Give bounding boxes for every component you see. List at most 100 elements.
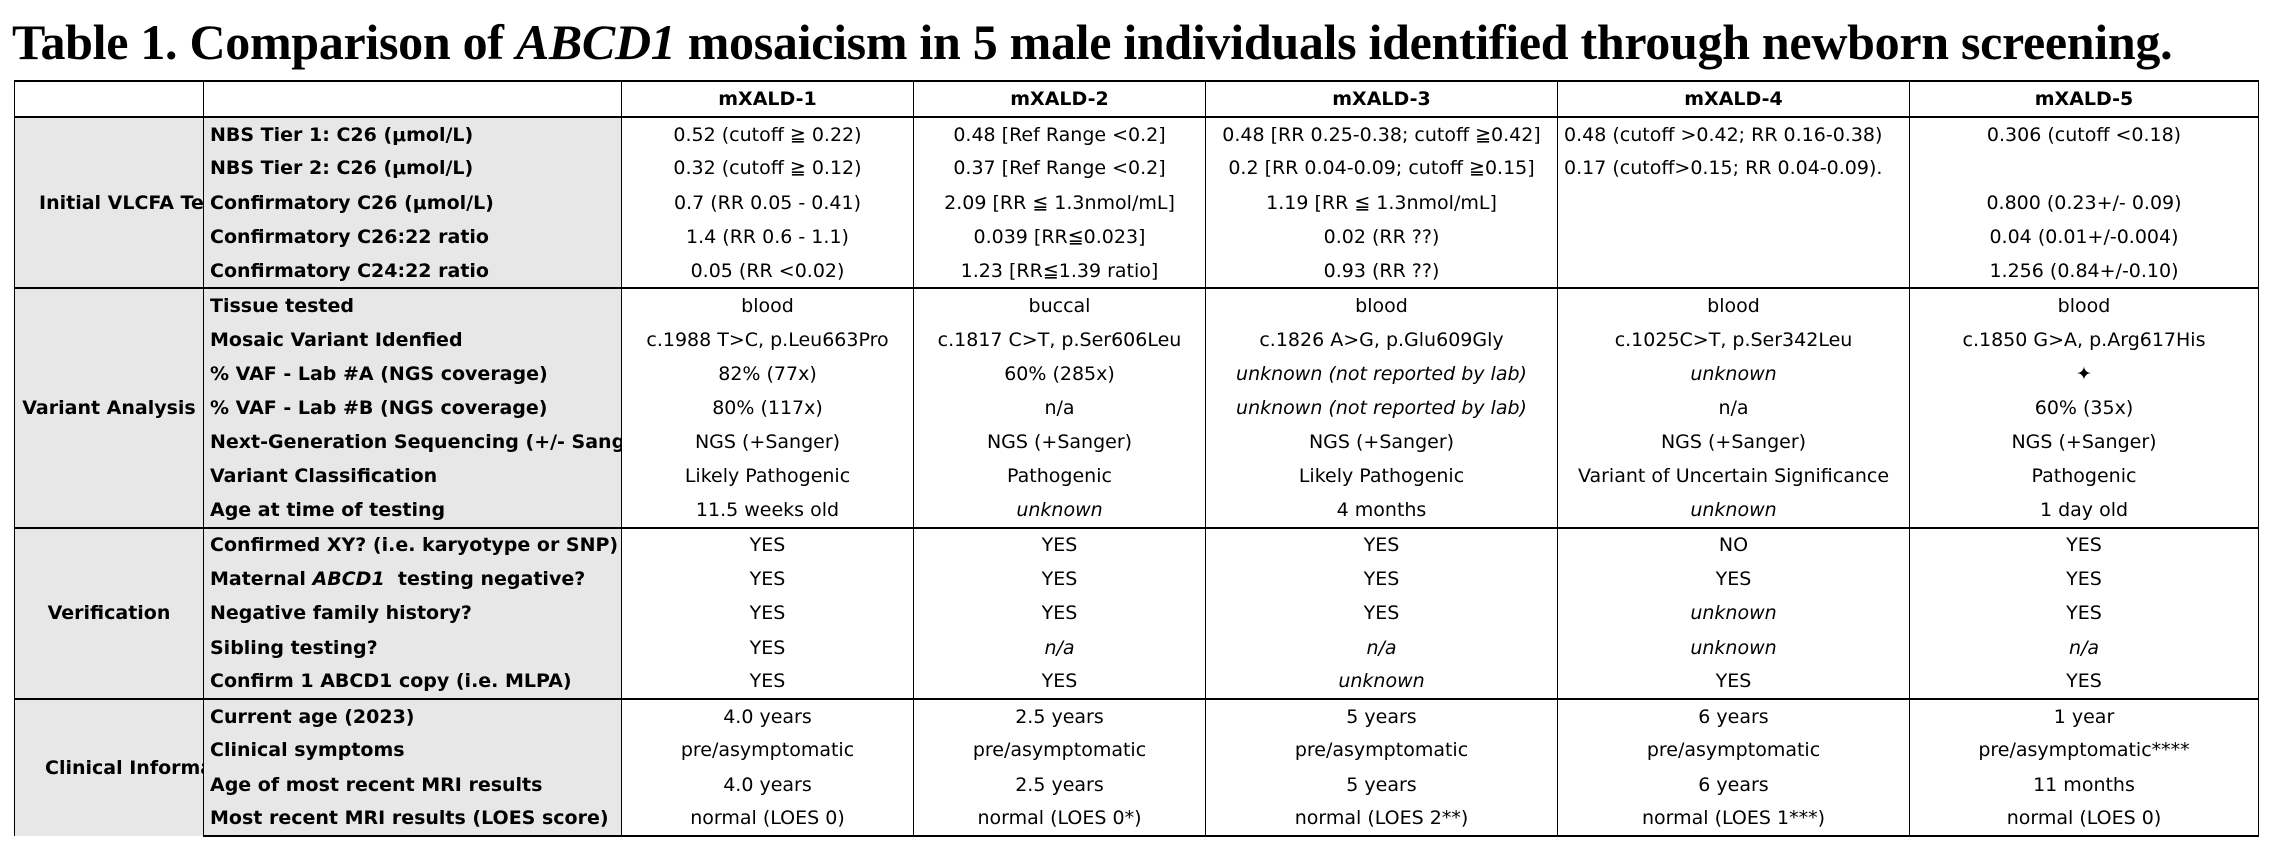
- table-cell: 6 years: [1557, 698, 1910, 734]
- row-label: NBS Tier 1: C26 (μmol/L): [203, 115, 622, 152]
- row-label: Maternal ABCD1 testing negative?: [203, 562, 622, 597]
- table-row: Confirmatory C26 (μmol/L) 0.7 (RR 0.05 -…: [15, 185, 2259, 220]
- table-cell: 80% (117x): [621, 390, 914, 426]
- row-label: Most recent MRI results (LOES score): [203, 801, 622, 838]
- table-row: Initial VLCFA Testing NBS Tier 1: C26 (μ…: [14, 115, 2259, 289]
- table-cell: YES: [1909, 596, 2259, 631]
- table-cell: YES: [1557, 664, 1910, 701]
- table-row: Most recent MRI results (LOES score) nor…: [15, 801, 2259, 838]
- table-cell: normal (LOES 0): [1909, 801, 2259, 838]
- table-cell: 0.93 (RR ??): [1205, 253, 1558, 290]
- section-variant-analysis: Variant Analysis Tissue tested blood buc…: [14, 287, 2259, 529]
- row-label: Confirmatory C26 (μmol/L): [203, 185, 622, 220]
- row-label: Confirm 1 ABCD1 copy (i.e. MLPA): [203, 664, 622, 701]
- row-label: % VAF - Lab #B (NGS coverage): [203, 390, 622, 426]
- table-cell: blood: [621, 287, 914, 323]
- table-cell: YES: [1557, 562, 1910, 597]
- table-row: Variant Classification Likely Pathogenic…: [15, 459, 2259, 494]
- table-cell: 0.48 [RR 0.25-0.38; cutoff ≧0.42]: [1205, 115, 1558, 152]
- table-cell: n/a: [913, 390, 1206, 426]
- table-cell: unknown: [913, 493, 1206, 529]
- table-cell: n/a: [1557, 390, 1910, 426]
- table-cell: n/a: [1909, 630, 2259, 665]
- row-label-suffix: testing negative?: [384, 568, 586, 591]
- header-blank-category: [14, 80, 204, 118]
- table-cell: 0.48 (cutoff >0.42; RR 0.16-0.38): [1557, 115, 1910, 152]
- comparison-table: mXALD-1 mXALD-2 mXALD-3 mXALD-4 mXALD-5 …: [14, 80, 2259, 838]
- table-cell: [1557, 253, 1910, 290]
- table-cell: 0.2 [RR 0.04-0.09; cutoff ≧0.15]: [1205, 151, 1558, 186]
- table-cell: NGS (+Sanger): [1557, 425, 1910, 460]
- table-row: Confirm 1 ABCD1 copy (i.e. MLPA) YES YES…: [15, 664, 2259, 701]
- table-cell: c.1850 G>A, p.Arg617His: [1909, 322, 2259, 357]
- table-cell: YES: [1205, 562, 1558, 597]
- table-cell: c.1988 T>C, p.Leu663Pro: [621, 322, 914, 357]
- table-cell: 1.23 [RR≦1.39 ratio]: [913, 253, 1206, 290]
- table-cell: 0.039 [RR≦0.023]: [913, 219, 1206, 254]
- row-label: Confirmatory C26:22 ratio: [203, 219, 622, 254]
- header-mxald-3: mXALD-3: [1205, 80, 1558, 118]
- table-cell: 11 months: [1909, 767, 2259, 802]
- row-label: Confirmed XY? (i.e. karyotype or SNP): [203, 526, 622, 563]
- table-title: Table 1. Comparison of ABCD1 mosaicism i…: [12, 14, 2173, 70]
- row-label: Next-Generation Sequencing (+/- Sanger): [203, 425, 622, 460]
- table-cell: pre/asymptomatic: [913, 733, 1206, 768]
- table-cell: n/a: [1205, 630, 1558, 665]
- row-label: Current age (2023): [203, 698, 622, 734]
- table-row: Mosaic Variant Idenfied c.1988 T>C, p.Le…: [15, 322, 2259, 357]
- table-cell: 0.04 (0.01+/-0.004): [1909, 219, 2259, 254]
- table-cell: 0.32 (cutoff ≧ 0.12): [621, 151, 914, 186]
- section-label: Clinical Information: [14, 698, 204, 836]
- table-cell: 1.19 [RR ≦ 1.3nmol/mL]: [1205, 185, 1558, 220]
- row-label-gene: ABCD1: [312, 568, 385, 591]
- table-cell: unknown (not reported by lab): [1205, 390, 1558, 426]
- title-prefix: Table 1. Comparison of: [12, 14, 516, 70]
- table-cell: buccal: [913, 287, 1206, 323]
- table-cell: 1.256 (0.84+/-0.10): [1909, 253, 2259, 290]
- table-cell: Likely Pathogenic: [621, 459, 914, 494]
- table-cell: normal (LOES 2**): [1205, 801, 1558, 838]
- header-mxald-2: mXALD-2: [913, 80, 1206, 118]
- table-cell: YES: [913, 526, 1206, 563]
- table-cell: unknown: [1557, 356, 1910, 391]
- table-row: Sibling testing? YES n/a n/a unknown n/a: [15, 630, 2259, 665]
- row-label: Sibling testing?: [203, 630, 622, 665]
- table-cell: YES: [1205, 596, 1558, 631]
- table-cell: blood: [1557, 287, 1910, 323]
- table-row: NBS Tier 2: C26 (μmol/L) 0.32 (cutoff ≧ …: [15, 151, 2259, 186]
- section-label: Variant Analysis: [14, 287, 204, 528]
- table-cell: YES: [621, 664, 914, 701]
- section-verification: Verification Confirmed XY? (i.e. karyoty…: [14, 526, 2259, 701]
- table-row: Next-Generation Sequencing (+/- Sanger) …: [15, 425, 2259, 460]
- table-cell: n/a: [913, 630, 1206, 665]
- row-label-prefix: Maternal: [210, 568, 313, 591]
- table-cell: 4.0 years: [621, 698, 914, 734]
- table-row: Negative family history? YES YES YES unk…: [15, 596, 2259, 631]
- table-cell: pre/asymptomatic: [1557, 733, 1910, 768]
- table-row: Age at time of testing 11.5 weeks old un…: [15, 493, 2259, 529]
- table-cell: c.1826 A>G, p.Glu609Gly: [1205, 322, 1558, 357]
- table-cell: 11.5 weeks old: [621, 493, 914, 529]
- header-mxald-5: mXALD-5: [1909, 80, 2259, 118]
- table-cell: 1 year: [1909, 698, 2259, 734]
- table-cell: 5 years: [1205, 698, 1558, 734]
- table-cell: 1 day old: [1909, 493, 2259, 529]
- table-cell: 60% (285x): [913, 356, 1206, 391]
- row-label: Age of most recent MRI results: [203, 767, 622, 802]
- row-label: Confirmatory C24:22 ratio: [203, 253, 622, 290]
- table-cell: 60% (35x): [1909, 390, 2259, 426]
- table-cell: pre/asymptomatic****: [1909, 733, 2259, 768]
- table-cell: normal (LOES 1***): [1557, 801, 1910, 838]
- table-cell: 0.306 (cutoff <0.18): [1909, 115, 2259, 152]
- table-cell: YES: [621, 630, 914, 665]
- table-cell: Pathogenic: [1909, 459, 2259, 494]
- table-cell: c.1025C>T, p.Ser342Leu: [1557, 322, 1910, 357]
- table-cell: YES: [1909, 526, 2259, 563]
- table-cell: 6 years: [1557, 767, 1910, 802]
- row-label: % VAF - Lab #A (NGS coverage): [203, 356, 622, 391]
- title-suffix: mosaicism in 5 male individuals identifi…: [675, 14, 2173, 70]
- header-row: mXALD-1 mXALD-2 mXALD-3 mXALD-4 mXALD-5: [14, 80, 2259, 118]
- row-label: Variant Classification: [203, 459, 622, 494]
- sparkle-icon: ✦: [1909, 356, 2259, 391]
- table-cell: 2.09 [RR ≦ 1.3nmol/mL]: [913, 185, 1206, 220]
